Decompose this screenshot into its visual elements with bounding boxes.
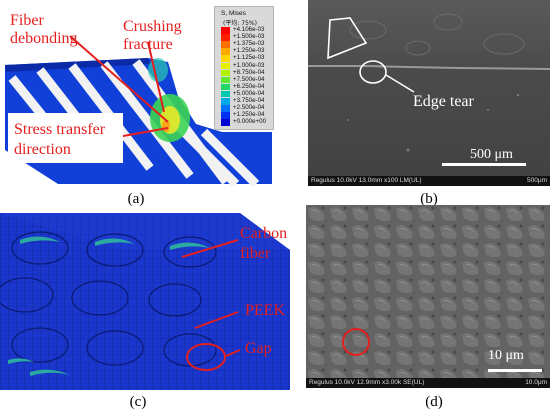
panel-d: 10 μm Regulus 10.0kV 12.9mm x3.00k SE(UL… <box>306 205 550 410</box>
legend-swatch <box>221 41 230 48</box>
legend-swatch <box>221 98 230 105</box>
sem-info-left-b: Regulus 10.0kV 13.0mm x100 LM(UL) <box>311 177 422 184</box>
legend-swatch <box>221 55 230 62</box>
legend-value: +3.750e-04 <box>233 97 265 104</box>
sem-info-bar-b: Regulus 10.0kV 13.0mm x100 LM(UL) 500μm <box>308 176 550 186</box>
peek-label: PEEK <box>245 302 285 319</box>
stress-transfer-label: Stress transfer direction <box>14 121 106 158</box>
stress-legend: S, Mises (平均: 75%) +4.106e-03 +1.500e-03 +… <box>214 6 274 130</box>
legend-value: +8.750e-04 <box>233 68 265 76</box>
gap-label: Gap <box>245 340 272 357</box>
legend-swatch <box>221 105 230 112</box>
legend-value: +1.125e-03 <box>233 54 265 62</box>
legend-value: +6.250e-04 <box>233 82 265 90</box>
legend-swatch <box>221 69 230 77</box>
scale-label-b: 500 μm <box>470 147 513 162</box>
legend-swatch <box>221 27 230 34</box>
sem-info-left-d: Regulus 10.0kV 12.9mm x3.00k SE(UL) <box>309 379 425 386</box>
legend-value: +1.500e-03 <box>233 33 265 41</box>
sem-info-bar-d: Regulus 10.0kV 12.9mm x3.00k SE(UL) 10.0… <box>306 378 550 388</box>
legend-value: +2.500e-04 <box>233 104 265 112</box>
legend-swatch <box>221 48 230 55</box>
edge-tear-label: Edge tear <box>413 93 474 110</box>
caption-c: (c) <box>129 394 147 410</box>
sem-image-b <box>308 0 550 176</box>
fem-mesh-model <box>0 213 290 390</box>
fiber-debonding-label: Fiber debonding <box>10 12 78 47</box>
stress-transfer-box <box>8 113 123 163</box>
legend-swatch <box>221 62 230 70</box>
legend-swatch <box>221 112 230 119</box>
legend-value: +4.106e-03 <box>233 26 265 33</box>
legend-value: +1.000e-03 <box>233 61 265 69</box>
carbon-fiber-label: Carbon fiber <box>240 225 288 262</box>
panel-a: Fiber debonding Crushing fracture Stress… <box>0 0 274 207</box>
legend-swatch <box>221 83 230 91</box>
panel-b: Edge tear 500 μm Regulus 10.0kV 13.0mm x… <box>308 0 550 207</box>
legend-title: S, Mises <box>221 10 246 17</box>
legend-value: +0.000e+00 <box>233 118 267 126</box>
caption-a: (a) <box>127 191 145 207</box>
legend-swatch <box>221 90 230 98</box>
sem-info-right-d: 10.0μm <box>525 379 547 386</box>
caption-b: (b) <box>420 191 438 207</box>
scale-label-d: 10 μm <box>488 348 524 363</box>
legend-swatch <box>221 34 230 41</box>
legend-value: +1.250e-03 <box>233 47 265 55</box>
crushing-fracture-label: Crushing fracture <box>123 18 182 53</box>
legend-swatch <box>221 76 230 84</box>
panel-c: Carbon fiber PEEK Gap (c) <box>0 210 295 410</box>
legend-value: +5.000e-04 <box>233 89 265 97</box>
legend-value: +1.250e-04 <box>233 111 265 119</box>
legend-swatch <box>221 119 230 126</box>
sem-image-d <box>306 205 550 378</box>
legend-value: +1.375e-03 <box>233 40 265 48</box>
legend-value: +7.500e-04 <box>233 75 265 83</box>
sem-info-right-b: 500μm <box>526 177 547 184</box>
caption-d: (d) <box>425 394 443 410</box>
legend-subtitle: (平均: 75%) <box>223 20 257 27</box>
